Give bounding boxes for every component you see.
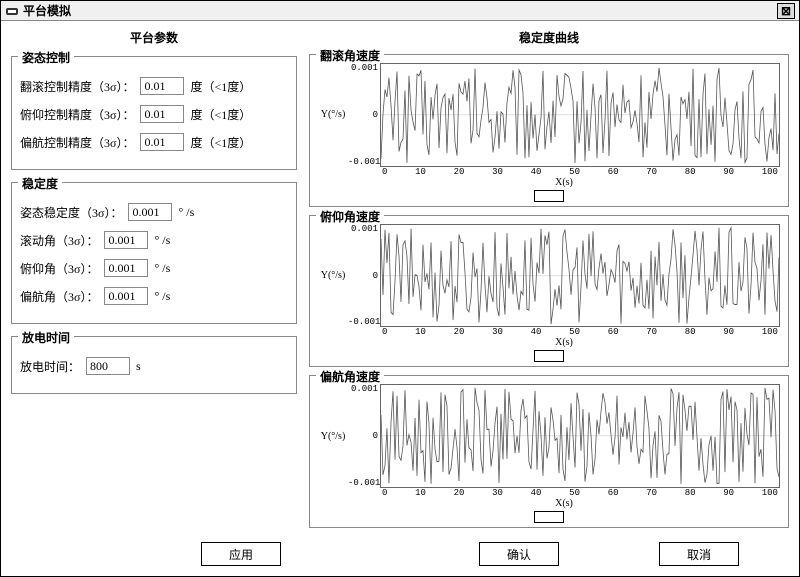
chart-yaw-xlabel: X(s) — [318, 498, 780, 509]
yaw-angle-label: 偏航角（3σ）： — [20, 288, 98, 305]
app-icon — [5, 4, 19, 18]
chart-pitch-xlabel: X(s) — [318, 337, 780, 348]
pitch-angle-input[interactable] — [104, 259, 148, 277]
pitch-angle-unit: ° /s — [154, 261, 170, 276]
chart-pitch-xticks: 0102030405060708090100 — [380, 327, 780, 337]
right-column: 稳定度曲线 翻滚角速度 Y(°/s) 0.001 0 -0.001 — [307, 25, 791, 534]
roll-precision-input[interactable] — [140, 77, 184, 95]
chart-pitch-legend: 俯仰角速度 — [316, 208, 384, 225]
chart-roll-plot — [380, 63, 780, 167]
group-discharge: 放电时间 放电时间： s — [11, 336, 297, 394]
chart-yaw-rate: 偏航角速度 Y(°/s) 0.001 0 -0.001 — [309, 375, 789, 528]
chart-pitch-rate: 俯仰角速度 Y(°/s) 0.001 0 -0.001 — [309, 215, 789, 368]
close-button[interactable]: ⊠ — [777, 3, 795, 19]
chart-yaw-yticks: 0.001 0 -0.001 — [348, 384, 380, 488]
chart-yaw-ylabel: Y(°/s) — [318, 384, 348, 488]
yaw-angle-unit: ° /s — [154, 289, 170, 304]
group-stability-legend: 稳定度 — [18, 175, 62, 192]
yaw-precision-input[interactable] — [140, 133, 184, 151]
cancel-button[interactable]: 取消 — [659, 542, 739, 566]
chart-yaw-xticks: 0102030405060708090100 — [380, 488, 780, 498]
roll-angle-input[interactable] — [104, 231, 148, 249]
chart-pitch-plot — [380, 224, 780, 328]
chart-roll-rate: 翻滚角速度 Y(°/s) 0.001 0 -0.001 — [309, 54, 789, 207]
discharge-time-input[interactable] — [86, 357, 130, 375]
left-column: 平台参数 姿态控制 翻滚控制精度（3σ）： 度（<1度） 俯仰控制精度（3σ）：… — [9, 25, 299, 534]
pitch-precision-label: 俯仰控制精度（3σ）： — [20, 106, 134, 123]
pitch-angle-label: 俯仰角（3σ）： — [20, 260, 98, 277]
chart-roll-ylabel: Y(°/s) — [318, 63, 348, 167]
chart-yaw-plot — [380, 384, 780, 488]
group-attitude: 姿态控制 翻滚控制精度（3σ）： 度（<1度） 俯仰控制精度（3σ）： 度（<1… — [11, 56, 297, 170]
client-area: 平台参数 姿态控制 翻滚控制精度（3σ）： 度（<1度） 俯仰控制精度（3σ）：… — [1, 21, 799, 576]
roll-angle-label: 滚动角（3σ）： — [20, 232, 98, 249]
att-stability-input[interactable] — [128, 203, 172, 221]
yaw-precision-unit: 度（<1度） — [190, 134, 251, 151]
roll-angle-unit: ° /s — [154, 233, 170, 248]
pitch-precision-unit: 度（<1度） — [190, 106, 251, 123]
pitch-precision-input[interactable] — [140, 105, 184, 123]
window-title: 平台模拟 — [23, 2, 71, 19]
window: 平台模拟 ⊠ 平台参数 姿态控制 翻滚控制精度（3σ）： 度（<1度） 俯仰控制… — [0, 0, 800, 577]
button-bar: 应用 确认 取消 — [1, 536, 799, 576]
left-header: 平台参数 — [9, 25, 299, 52]
att-stability-label: 姿态稳定度（3σ）： — [20, 204, 122, 221]
chart-roll-legendbox — [534, 190, 564, 202]
chart-roll-yticks: 0.001 0 -0.001 — [348, 63, 380, 167]
chart-roll-xticks: 0102030405060708090100 — [380, 167, 780, 177]
titlebar: 平台模拟 ⊠ — [1, 1, 799, 21]
discharge-time-label: 放电时间： — [20, 358, 80, 375]
yaw-angle-input[interactable] — [104, 287, 148, 305]
yaw-precision-label: 偏航控制精度（3σ）： — [20, 134, 134, 151]
chart-roll-legend: 翻滚角速度 — [316, 47, 384, 64]
roll-precision-label: 翻滚控制精度（3σ）： — [20, 78, 134, 95]
chart-pitch-legendbox — [534, 350, 564, 362]
apply-button[interactable]: 应用 — [201, 542, 281, 566]
roll-precision-unit: 度（<1度） — [190, 78, 251, 95]
chart-yaw-legend: 偏航角速度 — [316, 368, 384, 385]
ok-button[interactable]: 确认 — [479, 542, 559, 566]
group-discharge-legend: 放电时间 — [18, 329, 74, 346]
chart-pitch-ylabel: Y(°/s) — [318, 224, 348, 328]
discharge-time-unit: s — [136, 359, 141, 374]
group-attitude-legend: 姿态控制 — [18, 49, 74, 66]
chart-yaw-legendbox — [534, 511, 564, 523]
chart-roll-xlabel: X(s) — [318, 177, 780, 188]
chart-pitch-yticks: 0.001 0 -0.001 — [348, 224, 380, 328]
att-stability-unit: ° /s — [178, 205, 194, 220]
group-stability: 稳定度 姿态稳定度（3σ）： ° /s 滚动角（3σ）： ° /s 俯仰角（3σ… — [11, 182, 297, 324]
